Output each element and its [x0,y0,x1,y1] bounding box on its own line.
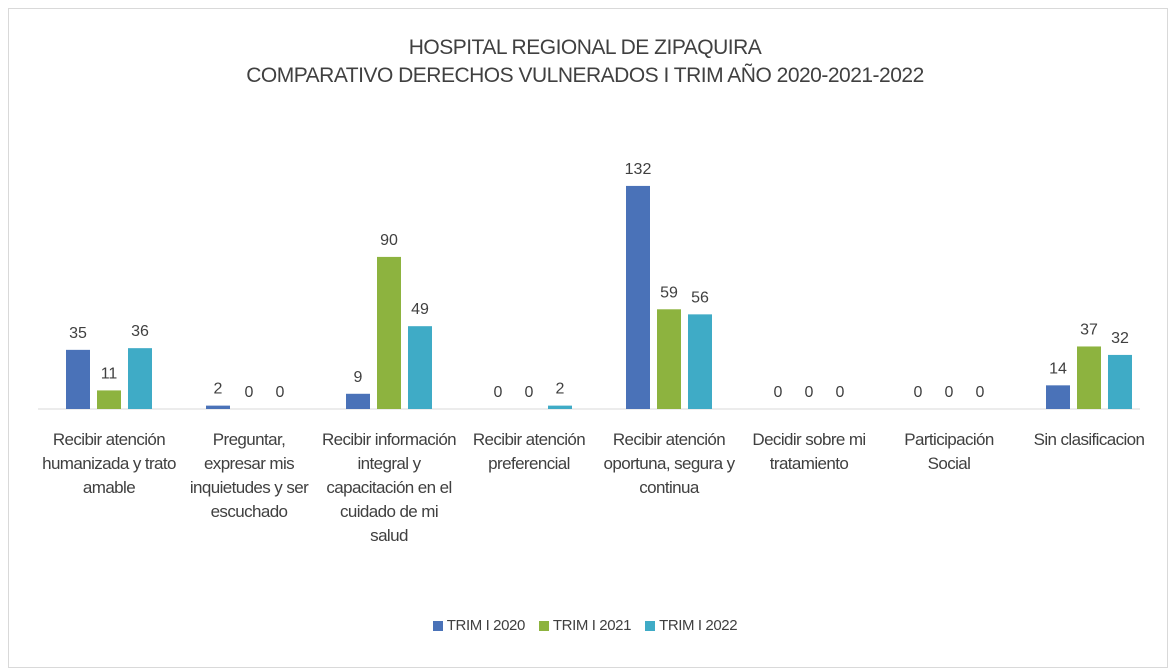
data-label: 36 [131,323,149,340]
bar [1077,346,1101,409]
x-tick-label: Preguntar, expresar mis inquietudes y se… [189,430,309,521]
legend-label: TRIM I 2020 [446,617,526,634]
x-tick-label: Recibir atención oportuna, segura y cont… [603,430,736,497]
data-label: 49 [411,301,429,318]
data-label: 0 [525,384,534,401]
data-label: 0 [914,384,923,401]
legend-swatch [432,620,443,631]
legend-label: TRIM I 2021 [552,617,632,634]
bar [206,405,230,409]
bar [346,393,370,409]
bar [377,256,401,409]
data-label: 0 [976,384,985,401]
legend-item: TRIM I 2022 [645,617,738,634]
x-tick-label: Recibir información integral y capacitac… [321,430,457,545]
data-label: 0 [494,384,503,401]
legend-swatch [645,620,656,631]
bar [408,326,432,409]
data-label: 0 [836,384,845,401]
data-label: 59 [660,284,678,301]
bar [657,309,681,409]
data-label: 11 [101,365,118,382]
bar [688,314,712,409]
bar [1046,385,1070,409]
data-label: 9 [354,369,363,386]
x-tick-label: Decidir sobre mi tratamiento [752,430,866,473]
data-label: 56 [691,289,709,306]
x-tick-label: Participación Social [904,430,994,473]
legend-swatch [538,620,549,631]
x-tick-label: Recibir atención humanizada y trato amab… [42,430,176,497]
data-label: 0 [276,384,285,401]
data-label: 0 [945,384,954,401]
data-label: 0 [774,384,783,401]
data-label: 32 [1111,330,1129,347]
x-tick-label: Recibir atención preferencial [472,430,586,473]
data-label: 90 [380,232,398,249]
bar [128,348,152,409]
bar [548,405,572,409]
data-label: 35 [69,325,87,342]
data-label: 0 [805,384,814,401]
bar [66,349,90,409]
x-tick-label: Sin clasificacion [1033,430,1145,449]
legend-item: TRIM I 2020 [432,617,526,634]
legend-label: TRIM I 2022 [659,617,738,634]
data-label: 132 [625,161,652,178]
data-label: 0 [245,384,254,401]
data-label: 14 [1049,360,1067,377]
chart-subtitle: COMPARATIVO DERECHOS VULNERADOS I TRIM A… [246,64,924,87]
bar [626,185,650,409]
data-label: 37 [1080,321,1098,338]
bar [97,390,121,409]
bar [1108,354,1132,409]
data-label: 2 [556,381,565,398]
data-label: 2 [214,381,223,398]
legend: TRIM I 2020 TRIM I 2021 TRIM I 2022 [0,617,1170,634]
chart-title: HOSPITAL REGIONAL DE ZIPAQUIRA [408,36,762,59]
legend-item: TRIM I 2021 [538,617,632,634]
